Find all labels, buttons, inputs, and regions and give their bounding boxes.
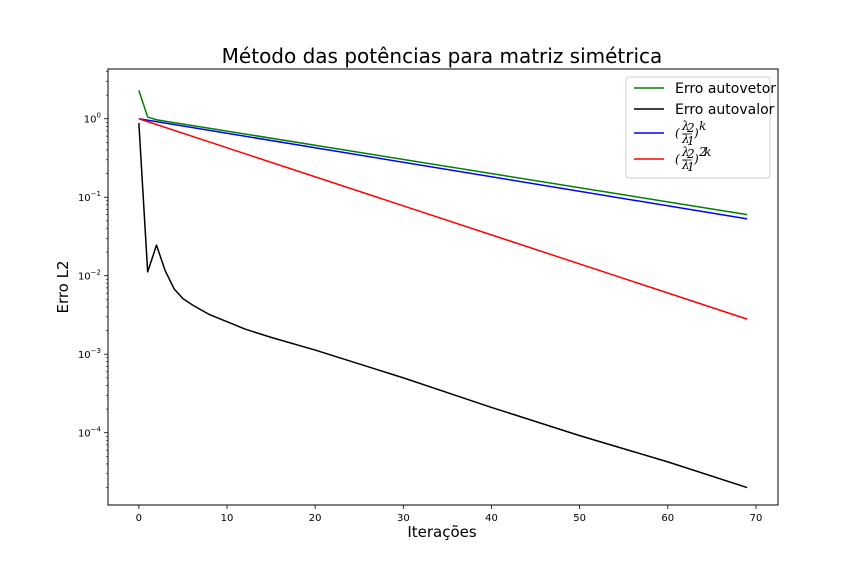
y-axis: 100 10−1 10−2 10−3 10−4 <box>78 71 108 488</box>
plot-area <box>138 90 748 489</box>
x-tick-label: 60 <box>661 513 674 524</box>
y-tick-label: 10−3 <box>78 347 101 361</box>
series-line-0 <box>138 90 748 216</box>
x-tick-label: 50 <box>573 513 586 524</box>
svg-text:): ) <box>693 152 699 166</box>
y-tick-label: 10−2 <box>78 269 101 283</box>
svg-text:2: 2 <box>686 121 695 135</box>
legend-box <box>625 76 771 179</box>
x-tick-label: 0 <box>136 513 142 524</box>
series-line-2 <box>138 117 748 220</box>
plot-frame <box>107 68 779 506</box>
x-tick-label: 10 <box>221 513 234 524</box>
svg-text:2: 2 <box>686 147 695 161</box>
x-tick-label: 70 <box>750 513 763 524</box>
svg-text:): ) <box>693 126 699 140</box>
x-tick-label: 40 <box>485 513 498 524</box>
x-tick-label: 30 <box>397 513 410 524</box>
x-tick-label: 20 <box>309 513 322 524</box>
svg-text:λ: λ <box>681 158 690 172</box>
svg-text:2: 2 <box>698 145 707 159</box>
legend-label-erro-autovalor: Erro autovalor <box>675 102 775 118</box>
y-tick-label: 10−4 <box>78 426 102 440</box>
y-tick-label: 100 <box>84 112 101 126</box>
x-axis-label: Iterações <box>407 523 477 541</box>
legend-label-lambda-ratio-k: ( λ 2 λ 1 ) k <box>675 119 706 148</box>
legend-label-erro-autovetor: Erro autovetor <box>675 81 776 97</box>
series-line-1 <box>138 123 748 489</box>
legend-label-lambda-ratio-2k: ( λ 2 λ 1 ) 2 k <box>675 145 711 174</box>
y-tick-label: 10−1 <box>78 190 101 204</box>
svg-text:λ: λ <box>681 132 690 146</box>
svg-text:(: ( <box>675 152 680 166</box>
svg-text:k: k <box>704 145 711 159</box>
svg-text:(: ( <box>675 126 680 140</box>
x-axis: 0 10 20 30 40 50 60 70 <box>136 505 763 524</box>
chart-title: Método das potências para matriz simétri… <box>222 44 663 68</box>
y-axis-label: Erro L2 <box>54 260 72 313</box>
svg-text:1: 1 <box>687 160 695 174</box>
svg-text:k: k <box>699 119 706 133</box>
svg-text:λ: λ <box>681 145 690 159</box>
svg-text:1: 1 <box>687 134 695 148</box>
legend: Erro autovetor Erro autovalor ( λ 2 λ 1 … <box>625 76 776 179</box>
series-line-3 <box>138 118 748 320</box>
svg-text:λ: λ <box>681 119 690 133</box>
